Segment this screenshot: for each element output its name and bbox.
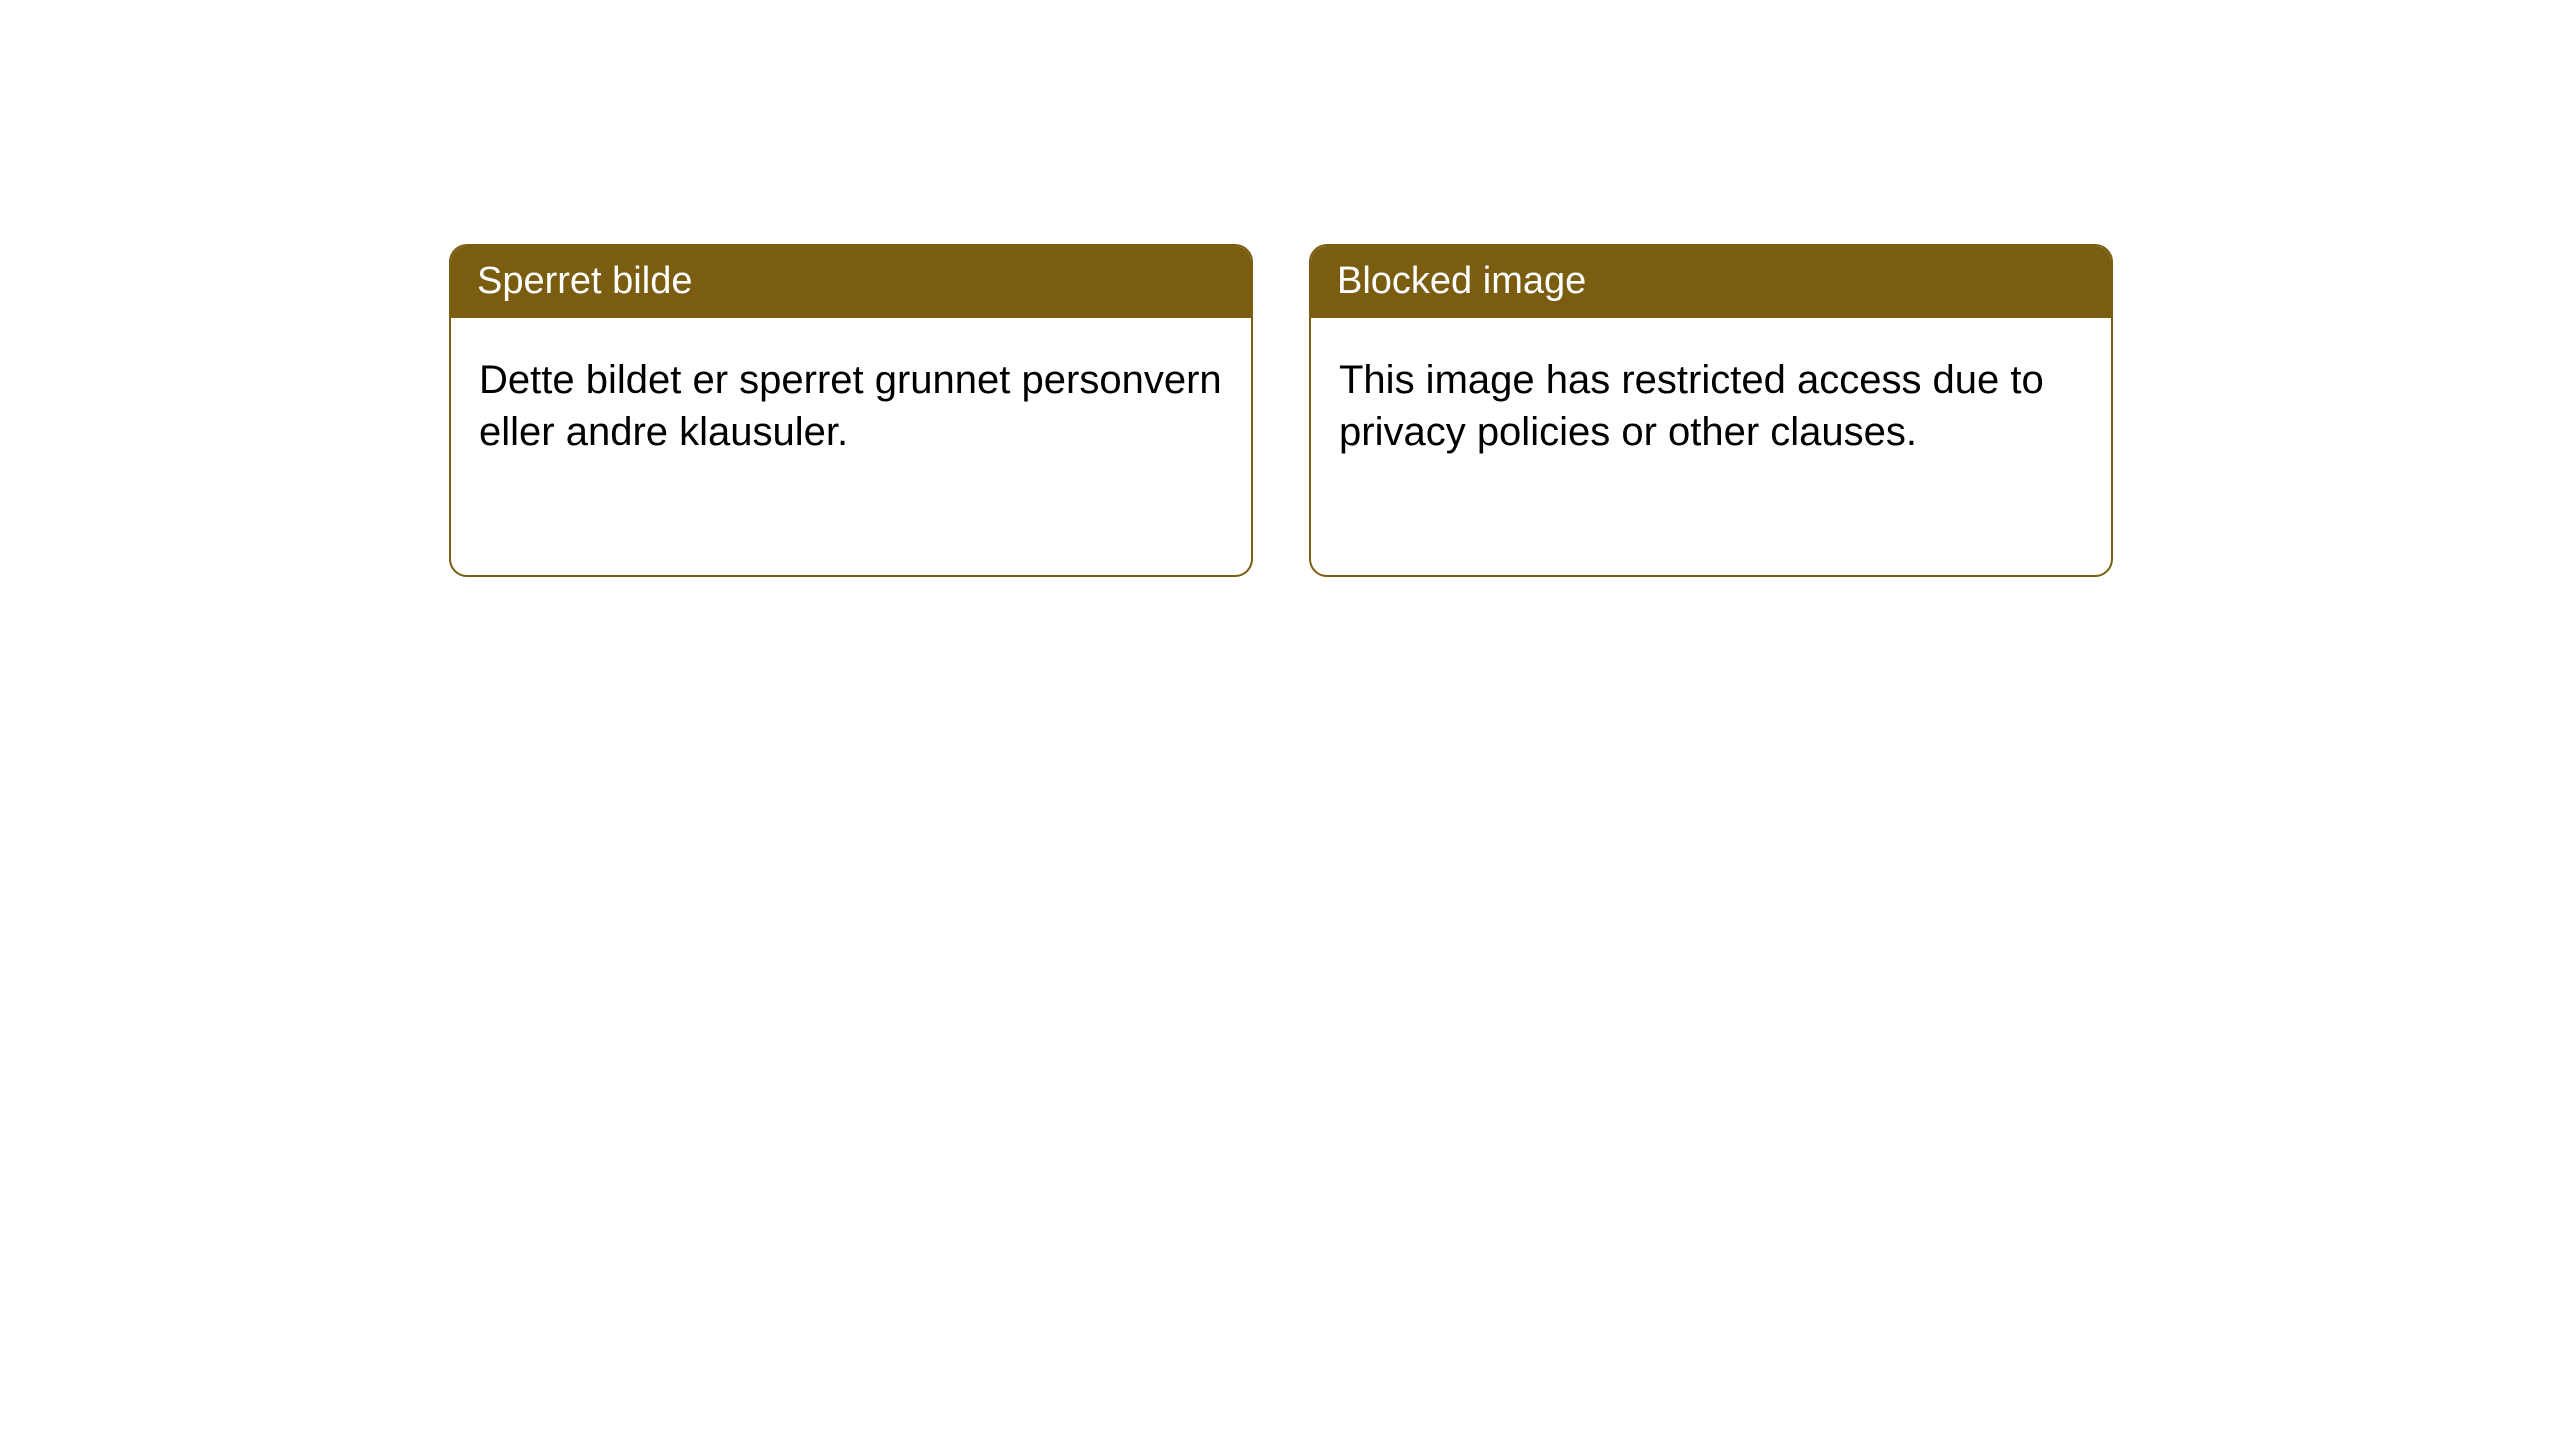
card-body-no: Dette bildet er sperret grunnet personve… [451, 318, 1251, 486]
notice-cards-container: Sperret bilde Dette bildet er sperret gr… [449, 244, 2113, 577]
card-text-no: Dette bildet er sperret grunnet personve… [479, 358, 1222, 454]
card-title-en: Blocked image [1337, 260, 1586, 302]
card-header-en: Blocked image [1311, 246, 2111, 318]
card-title-no: Sperret bilde [477, 260, 692, 302]
notice-card-no: Sperret bilde Dette bildet er sperret gr… [449, 244, 1253, 577]
card-text-en: This image has restricted access due to … [1339, 358, 2044, 454]
card-header-no: Sperret bilde [451, 246, 1251, 318]
card-body-en: This image has restricted access due to … [1311, 318, 2111, 486]
notice-card-en: Blocked image This image has restricted … [1309, 244, 2113, 577]
